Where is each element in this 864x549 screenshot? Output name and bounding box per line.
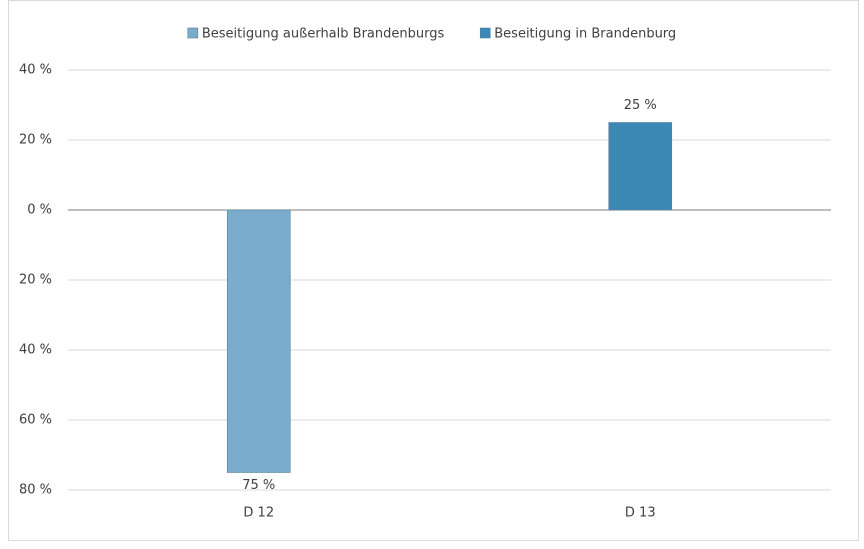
data-label: 25 % — [624, 98, 657, 113]
y-tick-label: 80 % — [19, 483, 52, 498]
y-tick-label: 40 % — [19, 343, 52, 358]
legend-label: Beseitigung außerhalb Brandenburgs — [202, 27, 445, 42]
y-tick-label: 0 % — [27, 203, 52, 218]
y-tick-label: 60 % — [19, 413, 52, 428]
legend-label: Beseitigung in Brandenburg — [494, 27, 676, 42]
y-tick-label: 20 % — [19, 133, 52, 148]
legend-swatch — [479, 27, 491, 39]
legend-swatch — [187, 27, 199, 39]
data-label: 75 % — [242, 478, 275, 493]
x-tick-label: D 13 — [625, 506, 656, 521]
y-tick-label: 20 % — [19, 273, 52, 288]
y-tick-label: 40 % — [19, 63, 52, 78]
x-tick-label: D 12 — [243, 506, 274, 521]
chart-border — [8, 0, 859, 541]
bar — [608, 122, 673, 211]
bar — [226, 209, 291, 473]
